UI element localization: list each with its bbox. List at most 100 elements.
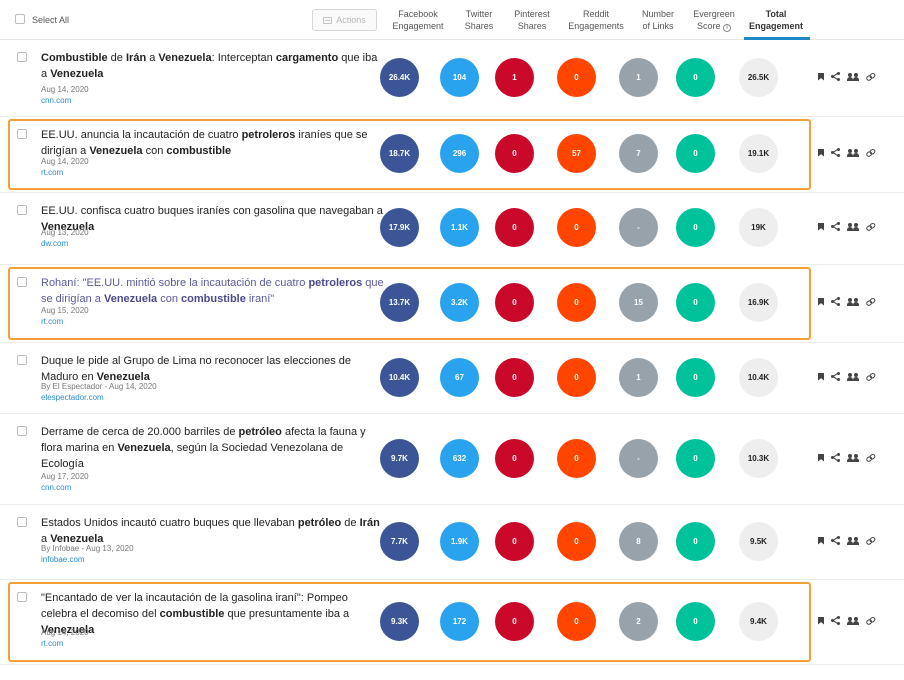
bookmark-icon[interactable] <box>818 616 824 625</box>
reddit-metric[interactable]: 0 <box>557 602 596 641</box>
pinterest-metric[interactable]: 0 <box>495 358 534 397</box>
actions-button[interactable]: Actions <box>312 9 377 31</box>
column-header-twitter[interactable]: Twitter Shares <box>444 8 514 32</box>
article-domain-link[interactable]: cnn.com <box>41 483 72 492</box>
evergreen-metric[interactable]: 0 <box>676 208 715 247</box>
article-title[interactable]: Duque le pide al Grupo de Lima no recono… <box>41 353 386 385</box>
row-checkbox[interactable] <box>17 205 27 215</box>
row-checkbox[interactable] <box>17 517 27 527</box>
bookmark-icon[interactable] <box>818 536 824 545</box>
share-icon[interactable] <box>831 453 840 462</box>
column-header-links[interactable]: Number of Links <box>623 8 693 32</box>
row-checkbox[interactable] <box>17 129 27 139</box>
article-title[interactable]: EE.UU. confisca cuatro buques iraníes co… <box>41 203 386 235</box>
reddit-metric[interactable]: 57 <box>557 134 596 173</box>
evergreen-metric[interactable]: 0 <box>676 134 715 173</box>
select-all-checkbox[interactable] <box>15 14 25 24</box>
share-icon[interactable] <box>831 222 840 231</box>
reddit-metric[interactable]: 0 <box>557 58 596 97</box>
article-domain-link[interactable]: rt.com <box>41 639 64 648</box>
group-icon[interactable] <box>847 453 859 462</box>
bookmark-icon[interactable] <box>818 72 824 81</box>
facebook-metric[interactable]: 9.7K <box>380 439 419 478</box>
article-domain-link[interactable]: cnn.com <box>41 96 72 105</box>
article-domain-link[interactable]: infobae.com <box>41 555 85 564</box>
links-metric[interactable]: 7 <box>619 134 658 173</box>
column-header-facebook[interactable]: Facebook Engagement <box>383 8 453 32</box>
links-metric[interactable]: 2 <box>619 602 658 641</box>
link-icon[interactable] <box>865 615 877 626</box>
reddit-metric[interactable]: 0 <box>557 439 596 478</box>
row-checkbox[interactable] <box>17 426 27 436</box>
evergreen-metric[interactable]: 0 <box>676 602 715 641</box>
column-header-reddit[interactable]: Reddit Engagements <box>561 8 631 32</box>
links-metric[interactable]: 1 <box>619 358 658 397</box>
bookmark-icon[interactable] <box>818 148 824 157</box>
article-domain-link[interactable]: dw.com <box>41 239 69 248</box>
link-icon[interactable] <box>865 296 877 307</box>
bookmark-icon[interactable] <box>818 222 824 231</box>
group-icon[interactable] <box>847 148 859 157</box>
facebook-metric[interactable]: 17.9K <box>380 208 419 247</box>
share-icon[interactable] <box>831 372 840 381</box>
pinterest-metric[interactable]: 0 <box>495 283 534 322</box>
links-metric[interactable]: - <box>619 208 658 247</box>
pinterest-metric[interactable]: 0 <box>495 602 534 641</box>
links-metric[interactable]: 15 <box>619 283 658 322</box>
row-checkbox[interactable] <box>17 277 27 287</box>
twitter-metric[interactable]: 172 <box>440 602 479 641</box>
share-icon[interactable] <box>831 297 840 306</box>
article-title[interactable]: Derrame de cerca de 20.000 barriles de p… <box>41 424 386 472</box>
article-title[interactable]: Estados Unidos incautó cuatro buques que… <box>41 515 386 547</box>
reddit-metric[interactable]: 0 <box>557 358 596 397</box>
group-icon[interactable] <box>847 616 859 625</box>
share-icon[interactable] <box>831 72 840 81</box>
links-metric[interactable]: 1 <box>619 58 658 97</box>
article-title[interactable]: EE.UU. anuncia la incautación de cuatro … <box>41 127 386 159</box>
bookmark-icon[interactable] <box>818 297 824 306</box>
pinterest-metric[interactable]: 0 <box>495 208 534 247</box>
reddit-metric[interactable]: 0 <box>557 283 596 322</box>
group-icon[interactable] <box>847 372 859 381</box>
row-checkbox[interactable] <box>17 52 27 62</box>
link-icon[interactable] <box>865 147 877 158</box>
share-icon[interactable] <box>831 616 840 625</box>
facebook-metric[interactable]: 9.3K <box>380 602 419 641</box>
share-icon[interactable] <box>831 148 840 157</box>
pinterest-metric[interactable]: 0 <box>495 134 534 173</box>
facebook-metric[interactable]: 13.7K <box>380 283 419 322</box>
twitter-metric[interactable]: 104 <box>440 58 479 97</box>
column-header-pinterest[interactable]: Pinterest Shares <box>497 8 567 32</box>
link-icon[interactable] <box>865 535 877 546</box>
group-icon[interactable] <box>847 536 859 545</box>
article-title[interactable]: Rohaní: "EE.UU. mintió sobre la incautac… <box>41 275 386 307</box>
share-icon[interactable] <box>831 536 840 545</box>
pinterest-metric[interactable]: 0 <box>495 522 534 561</box>
evergreen-metric[interactable]: 0 <box>676 522 715 561</box>
article-title[interactable]: "Encantado de ver la incautación de la g… <box>41 590 386 638</box>
twitter-metric[interactable]: 1.9K <box>440 522 479 561</box>
group-icon[interactable] <box>847 222 859 231</box>
group-icon[interactable] <box>847 72 859 81</box>
bookmark-icon[interactable] <box>818 372 824 381</box>
article-domain-link[interactable]: rt.com <box>41 317 64 326</box>
reddit-metric[interactable]: 0 <box>557 208 596 247</box>
reddit-metric[interactable]: 0 <box>557 522 596 561</box>
link-icon[interactable] <box>865 452 877 463</box>
evergreen-metric[interactable]: 0 <box>676 58 715 97</box>
twitter-metric[interactable]: 67 <box>440 358 479 397</box>
column-header-total[interactable]: Total Engagement <box>741 8 811 32</box>
link-icon[interactable] <box>865 71 877 82</box>
column-header-evergreen[interactable]: Evergreen Score i <box>679 8 749 32</box>
pinterest-metric[interactable]: 1 <box>495 58 534 97</box>
article-domain-link[interactable]: elespectador.com <box>41 393 104 402</box>
pinterest-metric[interactable]: 0 <box>495 439 534 478</box>
twitter-metric[interactable]: 632 <box>440 439 479 478</box>
row-checkbox[interactable] <box>17 355 27 365</box>
twitter-metric[interactable]: 3.2K <box>440 283 479 322</box>
twitter-metric[interactable]: 1.1K <box>440 208 479 247</box>
evergreen-metric[interactable]: 0 <box>676 358 715 397</box>
twitter-metric[interactable]: 296 <box>440 134 479 173</box>
row-checkbox[interactable] <box>17 592 27 602</box>
facebook-metric[interactable]: 18.7K <box>380 134 419 173</box>
